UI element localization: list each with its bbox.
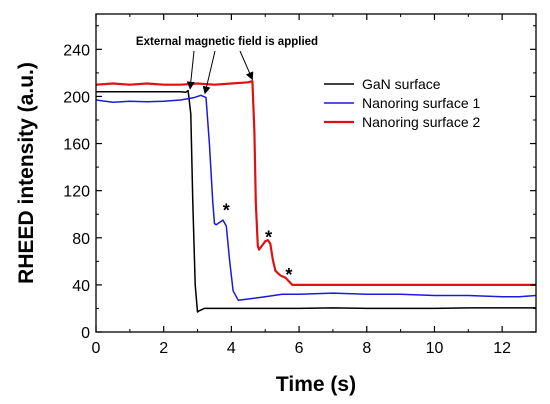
series-line-2	[95, 94, 537, 301]
peak-marker-star: *	[265, 227, 272, 247]
x-tick-label: 6	[295, 340, 304, 357]
annotation-arrow	[186, 50, 195, 90]
legend-label-2: Nanoring surface 1	[362, 95, 481, 111]
legend-label-1: GaN surface	[362, 76, 441, 92]
y-tick-label: 40	[72, 278, 90, 295]
x-tick-label: 8	[362, 340, 371, 357]
x-tick-label: 12	[493, 340, 511, 357]
y-tick-label: 160	[63, 137, 90, 154]
annotation-arrow	[202, 50, 216, 95]
peak-marker-star: *	[285, 265, 292, 285]
legend: GaN surface Nanoring surface 1 Nanoring su…	[324, 76, 481, 130]
y-axis-title: RHEED intensity (a.u.)	[15, 62, 38, 284]
annotation-arrow	[239, 50, 254, 81]
x-axis-title: Time (s)	[276, 373, 356, 396]
plot-frame	[95, 13, 537, 333]
y-tick-label: 240	[63, 42, 90, 59]
legend-label-3: Nanoring surface 2	[362, 114, 481, 130]
x-tick-label: 10	[426, 340, 444, 357]
y-tick-label: 0	[81, 325, 90, 342]
y-tick-label: 200	[63, 89, 90, 106]
x-tick-label: 2	[159, 340, 168, 357]
x-tick-label: 0	[92, 340, 101, 357]
x-tick-label: 4	[227, 340, 236, 357]
annotation-layer: External magnetic field is applied * * *	[136, 36, 318, 285]
series-line-1	[96, 89, 536, 313]
y-tick-label: 120	[63, 184, 90, 201]
annotation-text: External magnetic field is applied	[136, 36, 318, 48]
series-layer	[95, 79, 537, 313]
peak-marker-star: *	[223, 200, 230, 220]
series-line-3	[95, 79, 536, 286]
y-tick-label: 80	[72, 231, 90, 248]
